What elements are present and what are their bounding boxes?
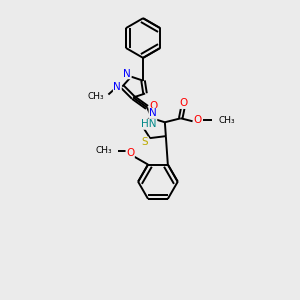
- Text: O: O: [126, 148, 134, 158]
- Text: N: N: [123, 69, 131, 79]
- Text: CH₃: CH₃: [218, 116, 235, 125]
- Text: N: N: [149, 108, 157, 118]
- Text: CH₃: CH₃: [88, 92, 104, 101]
- Text: HN: HN: [141, 119, 157, 129]
- Text: S: S: [142, 137, 148, 147]
- Text: O: O: [150, 101, 158, 111]
- Text: O: O: [194, 115, 202, 125]
- Text: O: O: [180, 98, 188, 108]
- Text: CH₃: CH₃: [96, 146, 112, 155]
- Text: N: N: [113, 82, 121, 92]
